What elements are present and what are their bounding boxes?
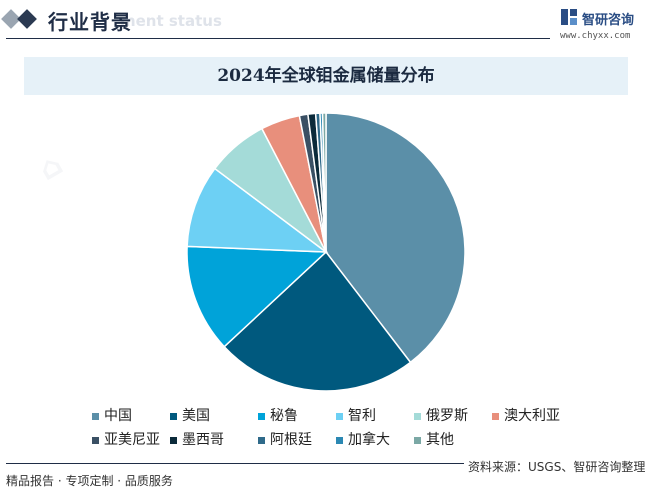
legend-label: 墨西哥 <box>182 432 224 448</box>
legend-swatch <box>414 437 421 444</box>
legend-label: 亚美尼亚 <box>104 432 160 448</box>
legend-label: 美国 <box>182 408 210 424</box>
page-header: ment status 行业背景 智研咨询 www.chyxx.com <box>0 0 658 44</box>
legend-label: 中国 <box>104 408 132 424</box>
section-subtitle: ment status <box>120 12 222 30</box>
section-title: 行业背景 <box>48 10 132 34</box>
pie-slice-4 <box>186 167 329 253</box>
legend-label: 智利 <box>348 408 376 424</box>
header-divider <box>6 38 550 39</box>
footer-source-box <box>464 455 652 477</box>
legend-label: 秘鲁 <box>270 408 298 424</box>
legend-label: 加拿大 <box>348 432 390 448</box>
pie-slice-1 <box>325 112 466 364</box>
legend-swatch <box>258 437 265 444</box>
source-note: 资料来源：USGS、智研咨询整理 <box>468 460 646 474</box>
legend-label: 俄罗斯 <box>426 408 468 424</box>
legend-swatch <box>492 413 499 420</box>
brand-logo: 智研咨询 www.chyxx.com <box>560 7 652 43</box>
logo-url: www.chyxx.com <box>560 31 631 41</box>
legend-swatch <box>258 413 265 420</box>
legend-label: 澳大利亚 <box>504 408 560 424</box>
legend-swatch <box>92 413 99 420</box>
chart-title: 2024年全球钼金属储量分布 <box>217 66 435 86</box>
pie-slice-11 <box>321 112 327 253</box>
legend-swatch <box>336 413 343 420</box>
legend-label: 其他 <box>426 432 454 448</box>
pie-slice-2 <box>223 250 412 392</box>
chart-legend: 中国 美国 秘鲁 智利 俄罗斯 澳大利亚亚美尼亚 墨西哥 阿根廷 加拿大 其他 <box>92 407 592 455</box>
legend-label: 阿根廷 <box>270 432 312 448</box>
legend-swatch <box>170 413 177 420</box>
legend-swatch <box>414 413 421 420</box>
pie-slice-3 <box>186 245 328 348</box>
legend-swatch <box>170 437 177 444</box>
chart-title-bar: 2024年全球钼金属储量分布 <box>24 57 628 95</box>
legend-swatch <box>92 437 99 444</box>
logo-icon <box>561 9 577 25</box>
footer-divider <box>6 463 652 464</box>
legend-swatch <box>336 437 343 444</box>
logo-name: 智研咨询 <box>582 13 635 28</box>
footer-tagline: 精品报告 · 专项定制 · 品质服务 <box>6 474 173 488</box>
